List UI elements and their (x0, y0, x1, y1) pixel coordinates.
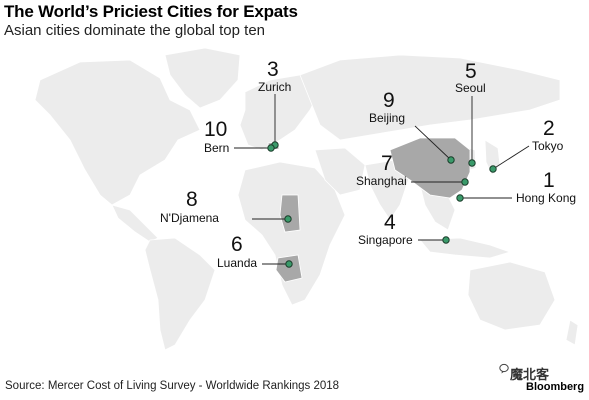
rank-luanda: 6 (231, 233, 243, 256)
label-ndjamena: N'Djamena (160, 211, 219, 225)
landmass-africa (237, 161, 346, 306)
landmass-south-america (144, 237, 216, 351)
rank-seoul: 5 (465, 60, 477, 83)
label-beijing: Beijing (369, 111, 406, 125)
marker-hongkong[interactable] (456, 194, 464, 202)
leader-lines (234, 94, 530, 265)
marker-beijing[interactable] (447, 156, 455, 164)
label-seoul: Seoul (455, 81, 486, 95)
country-angola (275, 254, 303, 283)
landmass-greenland (164, 47, 241, 109)
rank-ndjamena: 8 (186, 188, 198, 211)
wechat-logo-icon (499, 363, 509, 374)
country-china (389, 137, 471, 199)
label-zurich: Zurich (258, 80, 292, 94)
land-masses (34, 47, 579, 351)
watermark-text: 魔北客 (510, 367, 550, 382)
marker-singapore[interactable] (442, 236, 450, 244)
rank-singapore: 4 (384, 211, 396, 234)
landmass-europe (239, 74, 321, 151)
landmass-new-zealand (565, 319, 579, 346)
landmass-middle-east (314, 147, 366, 196)
marker-ndjamena[interactable] (284, 215, 292, 223)
leader-tokyo (492, 145, 530, 170)
rank-shanghai: 7 (381, 152, 393, 175)
rank-tokyo: 2 (543, 117, 555, 140)
landmass-indonesia (419, 237, 512, 259)
rank-zurich: 3 (267, 58, 279, 81)
rank-hongkong: 1 (543, 169, 555, 192)
marker-tokyo[interactable] (489, 165, 497, 173)
label-shanghai: Shanghai (356, 174, 407, 188)
label-hongkong: Hong Kong (516, 191, 577, 205)
chart-title: The World’s Priciest Cities for Expats (4, 2, 298, 21)
chart-subtitle: Asian cities dominate the global top ten (4, 22, 265, 39)
country-chad (279, 194, 301, 233)
rank-beijing: 9 (383, 89, 395, 112)
brand-logo: Bloomberg (526, 381, 585, 393)
label-bern: Bern (204, 141, 230, 155)
landmass-asia-north (299, 54, 561, 141)
marker-seoul[interactable] (468, 159, 476, 167)
leader-beijing (414, 125, 452, 161)
landmass-australia (467, 261, 556, 331)
marker-bern[interactable] (267, 144, 275, 152)
label-tokyo: Tokyo (532, 139, 564, 153)
source-note: Source: Mercer Cost of Living Survey - W… (5, 380, 340, 392)
rank-bern: 10 (204, 118, 228, 141)
highlighted-countries (267, 137, 471, 283)
label-singapore: Singapore (358, 233, 413, 247)
marker-luanda[interactable] (285, 260, 293, 268)
city-markers (267, 141, 497, 268)
landmass-north-america (34, 59, 201, 206)
marker-shanghai[interactable] (461, 178, 469, 186)
label-luanda: Luanda (217, 256, 258, 270)
landmass-central-america (111, 204, 159, 243)
